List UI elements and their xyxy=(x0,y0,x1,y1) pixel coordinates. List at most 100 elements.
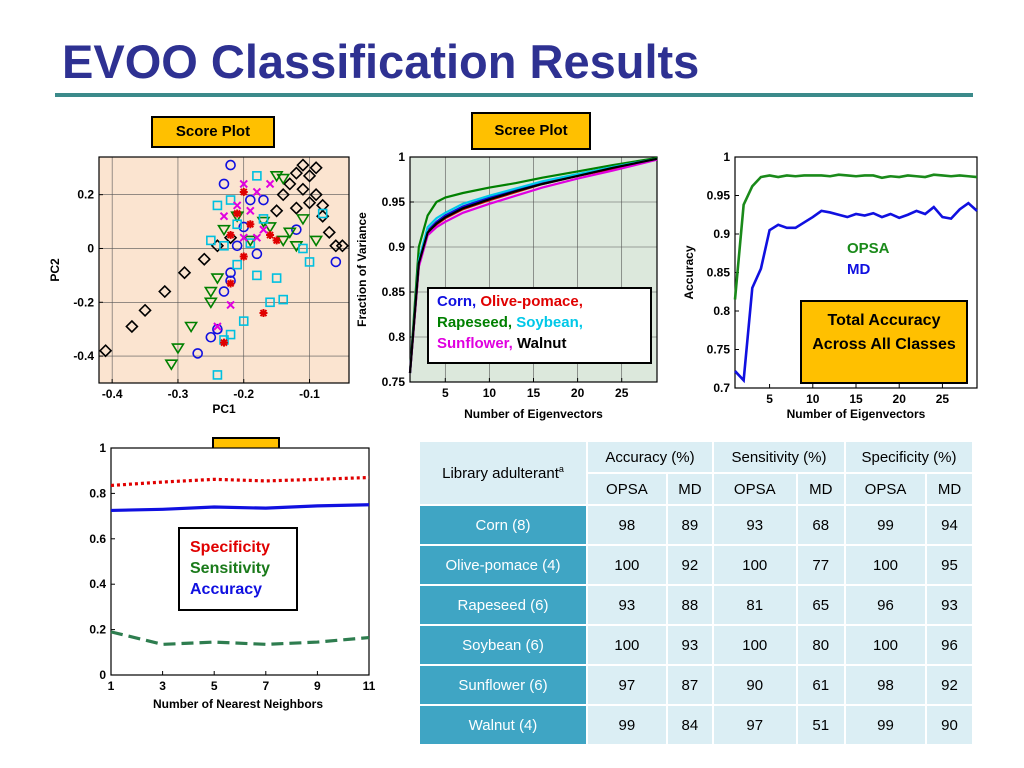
scree-plot-label: Scree Plot xyxy=(471,112,591,150)
data-point xyxy=(245,194,256,206)
x-axis-label: PC1 xyxy=(212,402,236,416)
data-point xyxy=(125,319,139,334)
table-cell: 93 xyxy=(586,584,668,626)
x-tick-label: -0.4 xyxy=(102,387,123,401)
data-point xyxy=(226,300,235,310)
x-tick-label: -0.3 xyxy=(168,387,189,401)
data-point xyxy=(258,214,269,224)
data-point xyxy=(206,235,216,246)
x-tick-label: 9 xyxy=(314,679,321,693)
table-row: Olive-pomace (4) 100 92 100 77 100 95 xyxy=(418,544,974,586)
data-point xyxy=(335,239,350,253)
row-label: Sunflower (6) xyxy=(418,664,588,706)
data-point xyxy=(276,188,290,202)
data-point xyxy=(270,204,284,218)
data-point xyxy=(278,294,289,305)
table-cell: 98 xyxy=(586,504,668,546)
row-label: Corn (8) xyxy=(418,504,588,546)
y-tick-label: 0.4 xyxy=(89,577,106,591)
sub-header: MD xyxy=(925,472,974,506)
table-cell: 92 xyxy=(665,544,715,586)
series-line-specificity xyxy=(110,475,370,488)
data-point xyxy=(246,206,255,216)
data-point xyxy=(220,338,228,347)
y-tick-label: 0.95 xyxy=(382,195,406,209)
y-tick-label: 1 xyxy=(99,441,106,455)
x-tick-label: 5 xyxy=(766,392,773,406)
group-header: Sensitivity (%) xyxy=(712,440,846,474)
legend-accuracy: Accuracy xyxy=(190,581,263,598)
data-point xyxy=(219,211,229,221)
table-cell: 96 xyxy=(843,584,928,626)
data-point xyxy=(233,209,242,218)
data-point xyxy=(171,343,185,355)
x-tick-label: -0.1 xyxy=(299,387,320,401)
y-tick-label: 0.85 xyxy=(382,285,406,299)
y-tick-label: 0.75 xyxy=(382,375,406,389)
corner-footnote-mark: a xyxy=(558,464,564,474)
table-row: Soybean (6) 100 93 100 80 100 96 xyxy=(418,624,974,666)
data-point xyxy=(138,303,152,317)
scree-legend: Corn, Olive-pomace, Rapeseed, Soybean, S… xyxy=(427,287,652,364)
y-tick-label: 0 xyxy=(87,241,94,255)
table-cell: 90 xyxy=(712,664,798,706)
data-point xyxy=(219,240,229,251)
y-tick-label: 1 xyxy=(398,150,405,164)
y-tick-label: 0.95 xyxy=(707,189,731,203)
y-tick-label: 0 xyxy=(99,668,106,682)
data-point xyxy=(259,225,268,234)
x-tick-label: 3 xyxy=(159,679,166,693)
data-point xyxy=(265,179,275,189)
data-point xyxy=(210,273,225,285)
x-tick-label: 10 xyxy=(806,392,820,406)
data-point xyxy=(225,329,236,340)
series-line-accuracy xyxy=(110,503,370,513)
x-tick-label: 25 xyxy=(615,386,629,400)
data-point xyxy=(226,231,235,240)
data-point xyxy=(218,178,230,190)
data-point xyxy=(238,316,249,326)
data-point xyxy=(282,227,297,239)
table-cell: 77 xyxy=(795,544,847,586)
data-point xyxy=(258,194,269,206)
x-tick-label: 5 xyxy=(211,679,218,693)
table-cell: 92 xyxy=(925,664,974,706)
table-cell: 100 xyxy=(586,624,668,666)
table-cell: 99 xyxy=(843,704,928,746)
data-point xyxy=(266,231,275,240)
corner-label: Library adulterant xyxy=(442,465,559,482)
table-cell: 93 xyxy=(712,504,798,546)
x-tick-label: 15 xyxy=(849,392,863,406)
series-line-sensitivity xyxy=(110,630,370,646)
table-cell: 99 xyxy=(843,504,928,546)
legend-opsa: OPSA xyxy=(847,240,890,257)
x-tick-label: 15 xyxy=(527,386,541,400)
data-point xyxy=(192,348,203,359)
data-point xyxy=(212,323,223,335)
x-tick-label: 11 xyxy=(363,679,376,693)
y-tick-label: 0.8 xyxy=(388,330,405,344)
data-point xyxy=(252,187,262,197)
sub-header: MD xyxy=(795,472,847,506)
y-tick-label: -0.4 xyxy=(73,349,94,363)
table-cell: 96 xyxy=(925,624,974,666)
data-point xyxy=(330,256,342,268)
x-tick-label: 20 xyxy=(571,386,585,400)
data-point xyxy=(177,266,192,280)
row-label: Soybean (6) xyxy=(418,624,588,666)
table-cell: 100 xyxy=(712,544,798,586)
data-point xyxy=(232,219,242,230)
data-point xyxy=(309,161,323,175)
data-point xyxy=(309,188,323,202)
data-point xyxy=(302,196,317,210)
y-tick-label: -0.2 xyxy=(73,295,94,309)
y-tick-label: 0.9 xyxy=(713,227,730,241)
data-point xyxy=(317,208,328,219)
data-point xyxy=(252,270,262,281)
data-point xyxy=(158,284,172,299)
data-point xyxy=(322,225,336,239)
table-cell: 80 xyxy=(795,624,847,666)
row-label: Rapeseed (6) xyxy=(418,584,588,626)
y-tick-label: 0.2 xyxy=(89,623,106,637)
